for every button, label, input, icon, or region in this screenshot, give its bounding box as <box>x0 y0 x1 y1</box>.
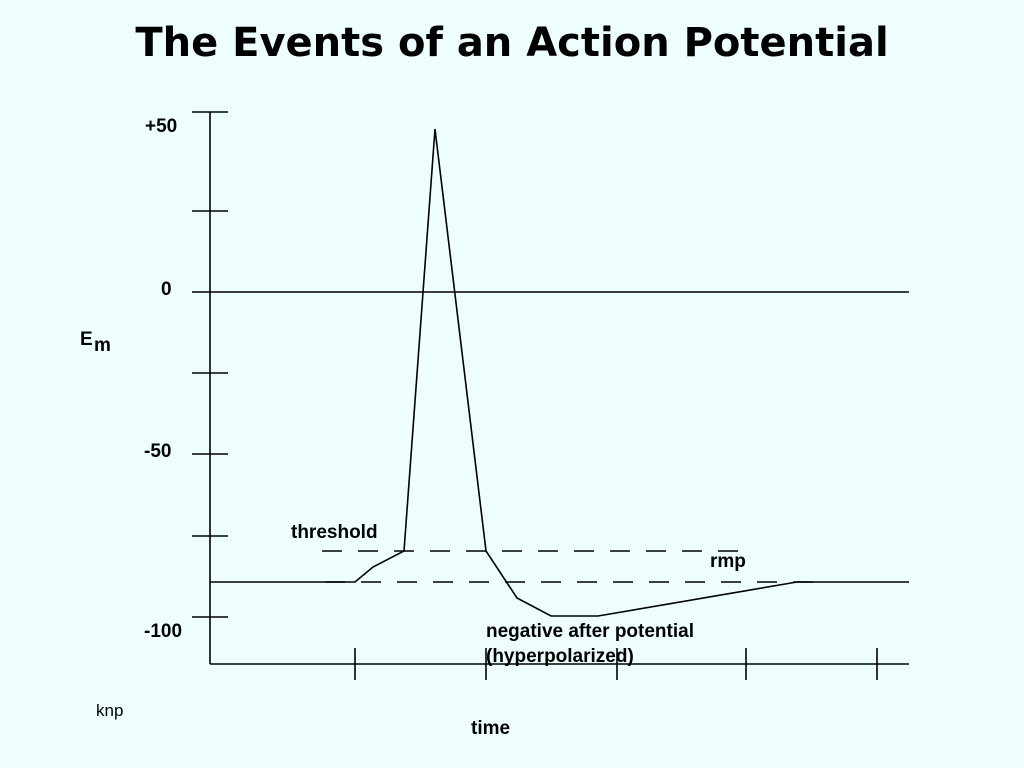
threshold-label: threshold <box>291 522 378 543</box>
y-tick-label-minus100: -100 <box>144 621 182 642</box>
y-axis-label: E <box>80 329 93 350</box>
x-axis-label: time <box>471 718 510 739</box>
y-tick-label-zero: 0 <box>161 279 172 300</box>
y-axis-label-subscript: m <box>94 335 111 356</box>
hyperpolarized-label: (hyperpolarized) <box>486 646 634 667</box>
y-tick-label-plus50: +50 <box>145 116 177 137</box>
slide-title: The Events of an Action Potential <box>135 20 889 66</box>
rmp-label: rmp <box>710 551 746 572</box>
credit-label: knp <box>96 701 123 720</box>
negative-after-potential-label: negative after potential <box>486 621 694 642</box>
action-potential-trace <box>210 128 909 617</box>
y-tick-label-minus50: -50 <box>144 441 171 462</box>
